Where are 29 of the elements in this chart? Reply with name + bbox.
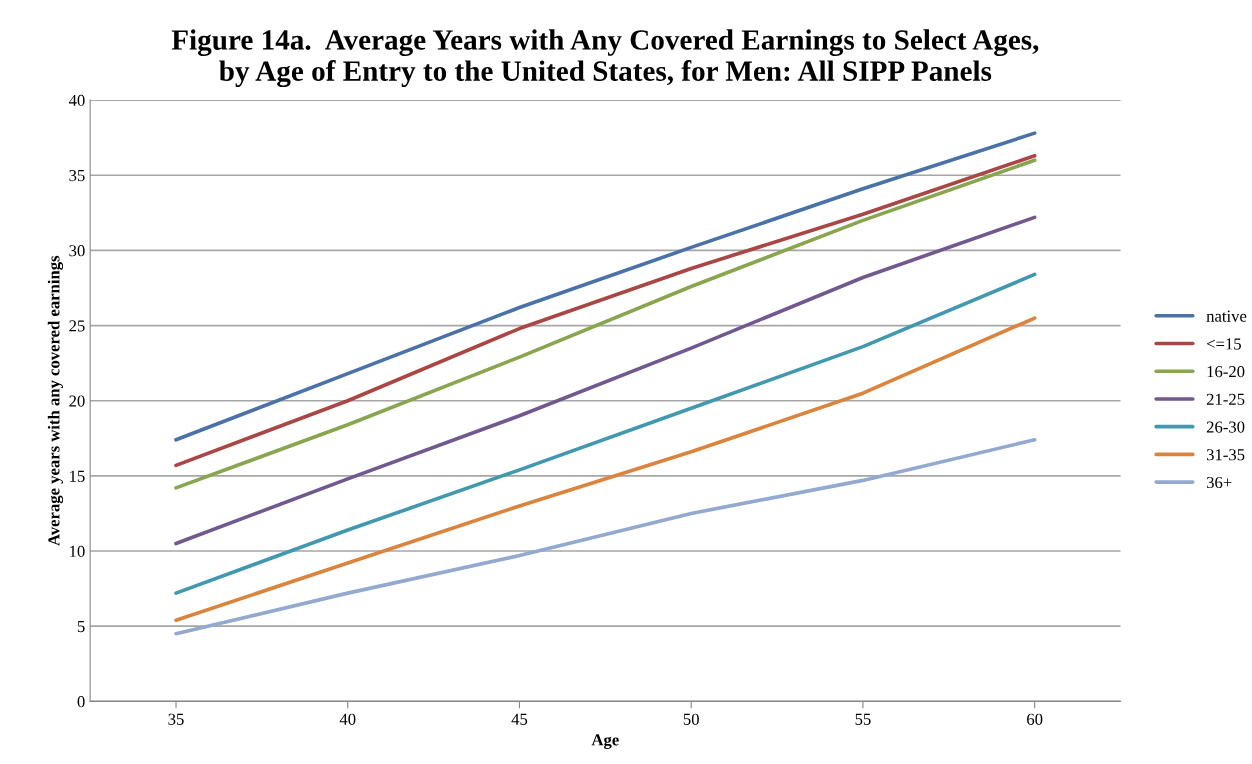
legend-label: 36+	[1206, 476, 1232, 489]
y-tick-label: 30	[69, 245, 85, 257]
y-tick-label: 40	[68, 94, 85, 107]
legend-label: <=15	[1206, 338, 1241, 350]
chart-title: Figure 14a. Average Years with Any Covered Earnings to Select Ages, by Age of Entry to the United States, for Men: All SIPP Panels	[171, 29, 1039, 88]
y-tick-label: 0	[77, 696, 85, 708]
legend-label: 16-20	[1207, 365, 1245, 378]
legend-label: 26-30	[1206, 421, 1245, 433]
line-series	[174, 215, 1037, 546]
line-series	[174, 272, 1037, 595]
x-tick-label: 50	[683, 713, 699, 725]
y-tick-label: 10	[70, 545, 85, 557]
y-tick-label: 5	[77, 621, 85, 633]
legend-label: 31-35	[1206, 449, 1245, 461]
y-axis-title: Average years with any covered earnings	[47, 255, 64, 546]
y-tick-label: 20	[69, 395, 85, 407]
line-series	[174, 316, 1037, 622]
x-tick-label: 60	[1027, 713, 1043, 725]
x-tick-label: 35	[168, 713, 184, 725]
y-tick-label: 35	[69, 169, 85, 182]
legend-label: native	[1206, 310, 1247, 322]
line-series	[174, 437, 1037, 636]
x-tick-label: 55	[855, 713, 871, 725]
legend-label: 21-25	[1206, 393, 1245, 405]
x-tick-label: 45	[511, 713, 528, 725]
y-tick-label: 15	[70, 470, 85, 482]
x-axis-title: Age	[591, 734, 619, 749]
x-tick-label: 40	[339, 713, 356, 725]
y-tick-label: 25	[69, 320, 85, 332]
